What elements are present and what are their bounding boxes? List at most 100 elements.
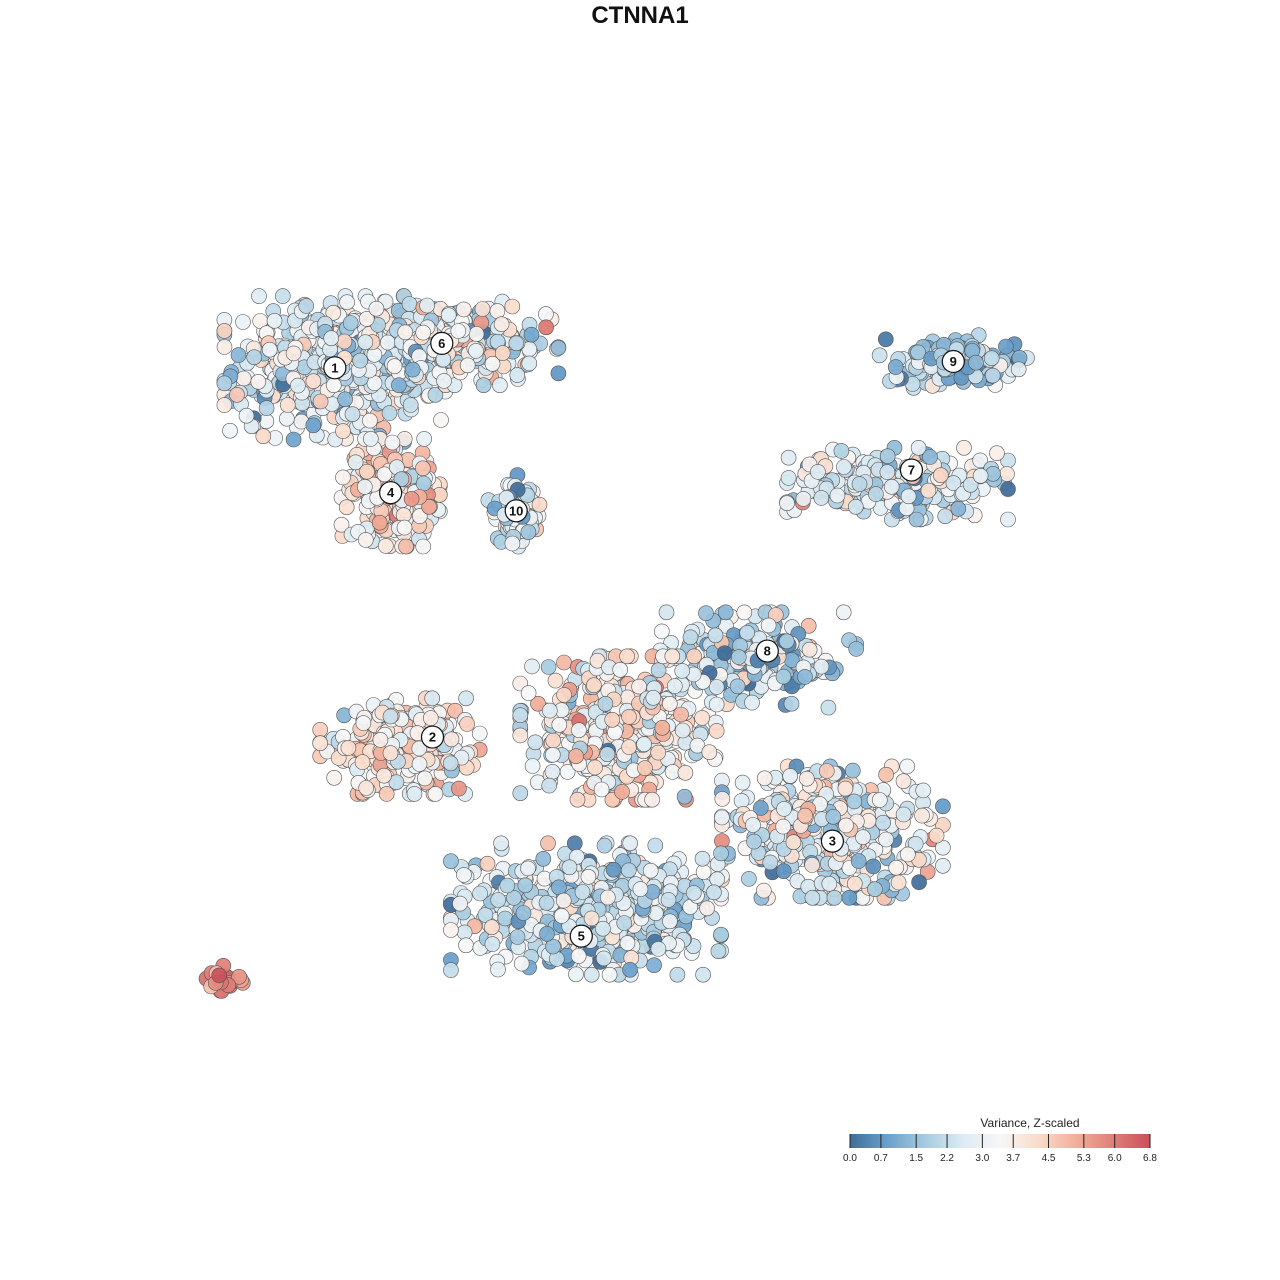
data-point — [739, 624, 756, 641]
data-point — [568, 748, 584, 765]
data-point — [411, 508, 428, 524]
data-point — [658, 604, 675, 621]
data-point — [818, 763, 835, 779]
data-point — [867, 881, 883, 898]
data-point — [664, 648, 681, 665]
data-point — [760, 617, 777, 634]
data-point — [685, 885, 702, 901]
data-point — [535, 850, 552, 867]
data-point — [391, 377, 407, 394]
data-point — [868, 486, 884, 502]
data-point — [698, 605, 714, 622]
data-point — [452, 895, 468, 912]
data-point — [357, 532, 374, 548]
data-point — [888, 859, 905, 876]
cluster-label-8: 8 — [755, 639, 779, 663]
data-point — [416, 770, 433, 787]
data-point — [756, 770, 773, 787]
data-point — [489, 303, 506, 319]
data-point — [989, 445, 1005, 462]
data-point — [821, 875, 838, 892]
data-point — [714, 809, 730, 826]
data-point — [782, 768, 799, 784]
cluster-label-2: 2 — [420, 725, 445, 749]
data-point — [285, 431, 302, 448]
data-point — [798, 770, 815, 787]
data-point — [875, 814, 891, 831]
data-points — [198, 288, 1035, 999]
data-point — [1000, 481, 1016, 497]
data-point — [356, 479, 373, 495]
data-point — [547, 672, 564, 689]
data-point — [403, 491, 420, 507]
data-point — [372, 732, 389, 748]
data-point — [785, 834, 802, 851]
data-point — [216, 375, 233, 392]
data-point — [586, 677, 602, 694]
data-point — [595, 950, 612, 967]
data-point — [411, 756, 428, 772]
data-point — [871, 792, 888, 808]
data-point — [538, 894, 555, 911]
data-point — [820, 699, 837, 716]
data-point — [775, 863, 792, 880]
data-point — [835, 604, 852, 621]
cluster-label-text: 2 — [429, 730, 436, 745]
data-point — [456, 867, 472, 883]
data-point — [583, 966, 600, 983]
data-point — [612, 661, 629, 678]
data-point — [713, 926, 729, 943]
data-point — [340, 740, 357, 756]
data-point — [620, 862, 637, 879]
data-point — [621, 739, 637, 755]
legend-tick-label: 3.7 — [1006, 1153, 1020, 1164]
legend-tick-label: 4.5 — [1042, 1153, 1056, 1164]
data-point — [674, 722, 691, 739]
data-point — [836, 459, 852, 475]
data-point — [813, 490, 830, 506]
data-point — [509, 367, 526, 383]
data-point — [298, 298, 315, 314]
data-point — [442, 755, 459, 772]
data-point — [914, 807, 930, 824]
data-point — [371, 514, 388, 531]
cluster-label-9: 9 — [941, 349, 965, 374]
cluster-label-text: 6 — [438, 336, 445, 351]
data-point — [650, 744, 667, 761]
data-point — [804, 889, 821, 906]
data-point — [459, 716, 475, 732]
cluster-label-text: 3 — [829, 834, 836, 849]
data-point — [305, 417, 322, 434]
data-point — [490, 961, 506, 978]
legend-tick-label: 6.8 — [1143, 1153, 1157, 1164]
data-point — [499, 877, 516, 894]
data-point — [826, 889, 843, 906]
data-point — [644, 791, 660, 808]
data-point — [517, 877, 534, 894]
data-point — [404, 361, 421, 378]
data-point — [337, 391, 353, 408]
cluster-label-10: 10 — [504, 499, 528, 523]
data-point — [804, 857, 820, 873]
data-point — [497, 910, 514, 927]
data-point — [357, 334, 374, 351]
data-point — [216, 339, 233, 355]
data-point — [556, 687, 572, 703]
data-point — [647, 837, 664, 854]
data-point — [694, 710, 710, 726]
data-point — [551, 879, 567, 896]
data-point — [379, 334, 396, 351]
data-point — [458, 937, 474, 954]
data-point — [484, 936, 501, 952]
data-point — [362, 431, 379, 447]
data-point — [515, 905, 532, 921]
data-point — [550, 340, 567, 356]
cluster-label-text: 5 — [578, 929, 585, 944]
data-point — [846, 875, 863, 892]
data-point — [741, 871, 757, 887]
data-point — [358, 780, 375, 796]
data-point — [421, 498, 437, 515]
data-point — [596, 837, 613, 854]
data-point — [599, 746, 616, 763]
data-point — [962, 476, 979, 493]
